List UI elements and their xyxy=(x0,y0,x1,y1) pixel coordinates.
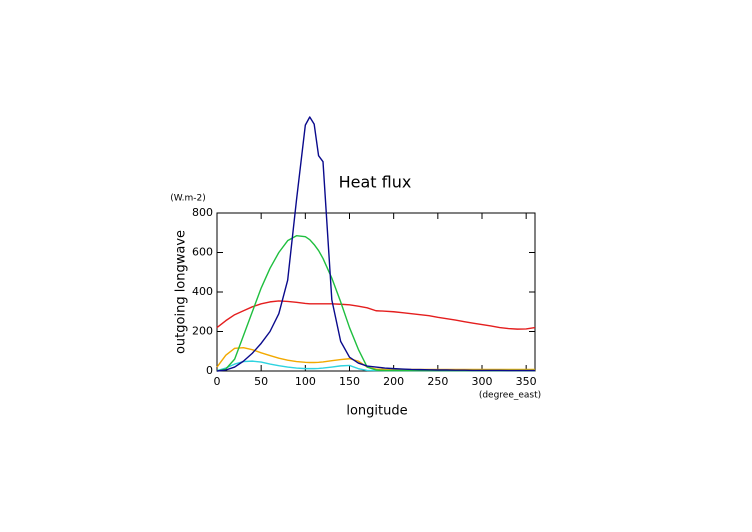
line-series xyxy=(216,346,535,371)
line-series xyxy=(216,300,536,330)
y-tick-label: 200 xyxy=(192,325,213,338)
x-tick-label: 150 xyxy=(339,375,360,388)
y-tick-label: 0 xyxy=(206,364,213,377)
x-tick-label: 350 xyxy=(516,375,537,388)
x-tick-label: 0 xyxy=(214,375,221,388)
y-units: (W.m-2) xyxy=(170,194,206,204)
x-tick-label: 50 xyxy=(254,375,268,388)
y-tick-label: 400 xyxy=(192,285,213,298)
x-units: (degree_east) xyxy=(479,391,541,401)
line-series xyxy=(216,116,535,372)
x-tick-label: 250 xyxy=(427,375,448,388)
chart-title: Heat flux xyxy=(339,173,412,192)
plot-frame xyxy=(216,212,536,372)
y-axis-label: outgoing longwave xyxy=(174,230,189,354)
x-axis-label: longitude xyxy=(346,404,407,419)
y-tick-label: 800 xyxy=(192,206,213,219)
x-tick-label: 200 xyxy=(383,375,404,388)
x-tick-label: 100 xyxy=(295,375,316,388)
y-tick-label: 600 xyxy=(192,246,213,259)
x-tick-label: 300 xyxy=(472,375,493,388)
